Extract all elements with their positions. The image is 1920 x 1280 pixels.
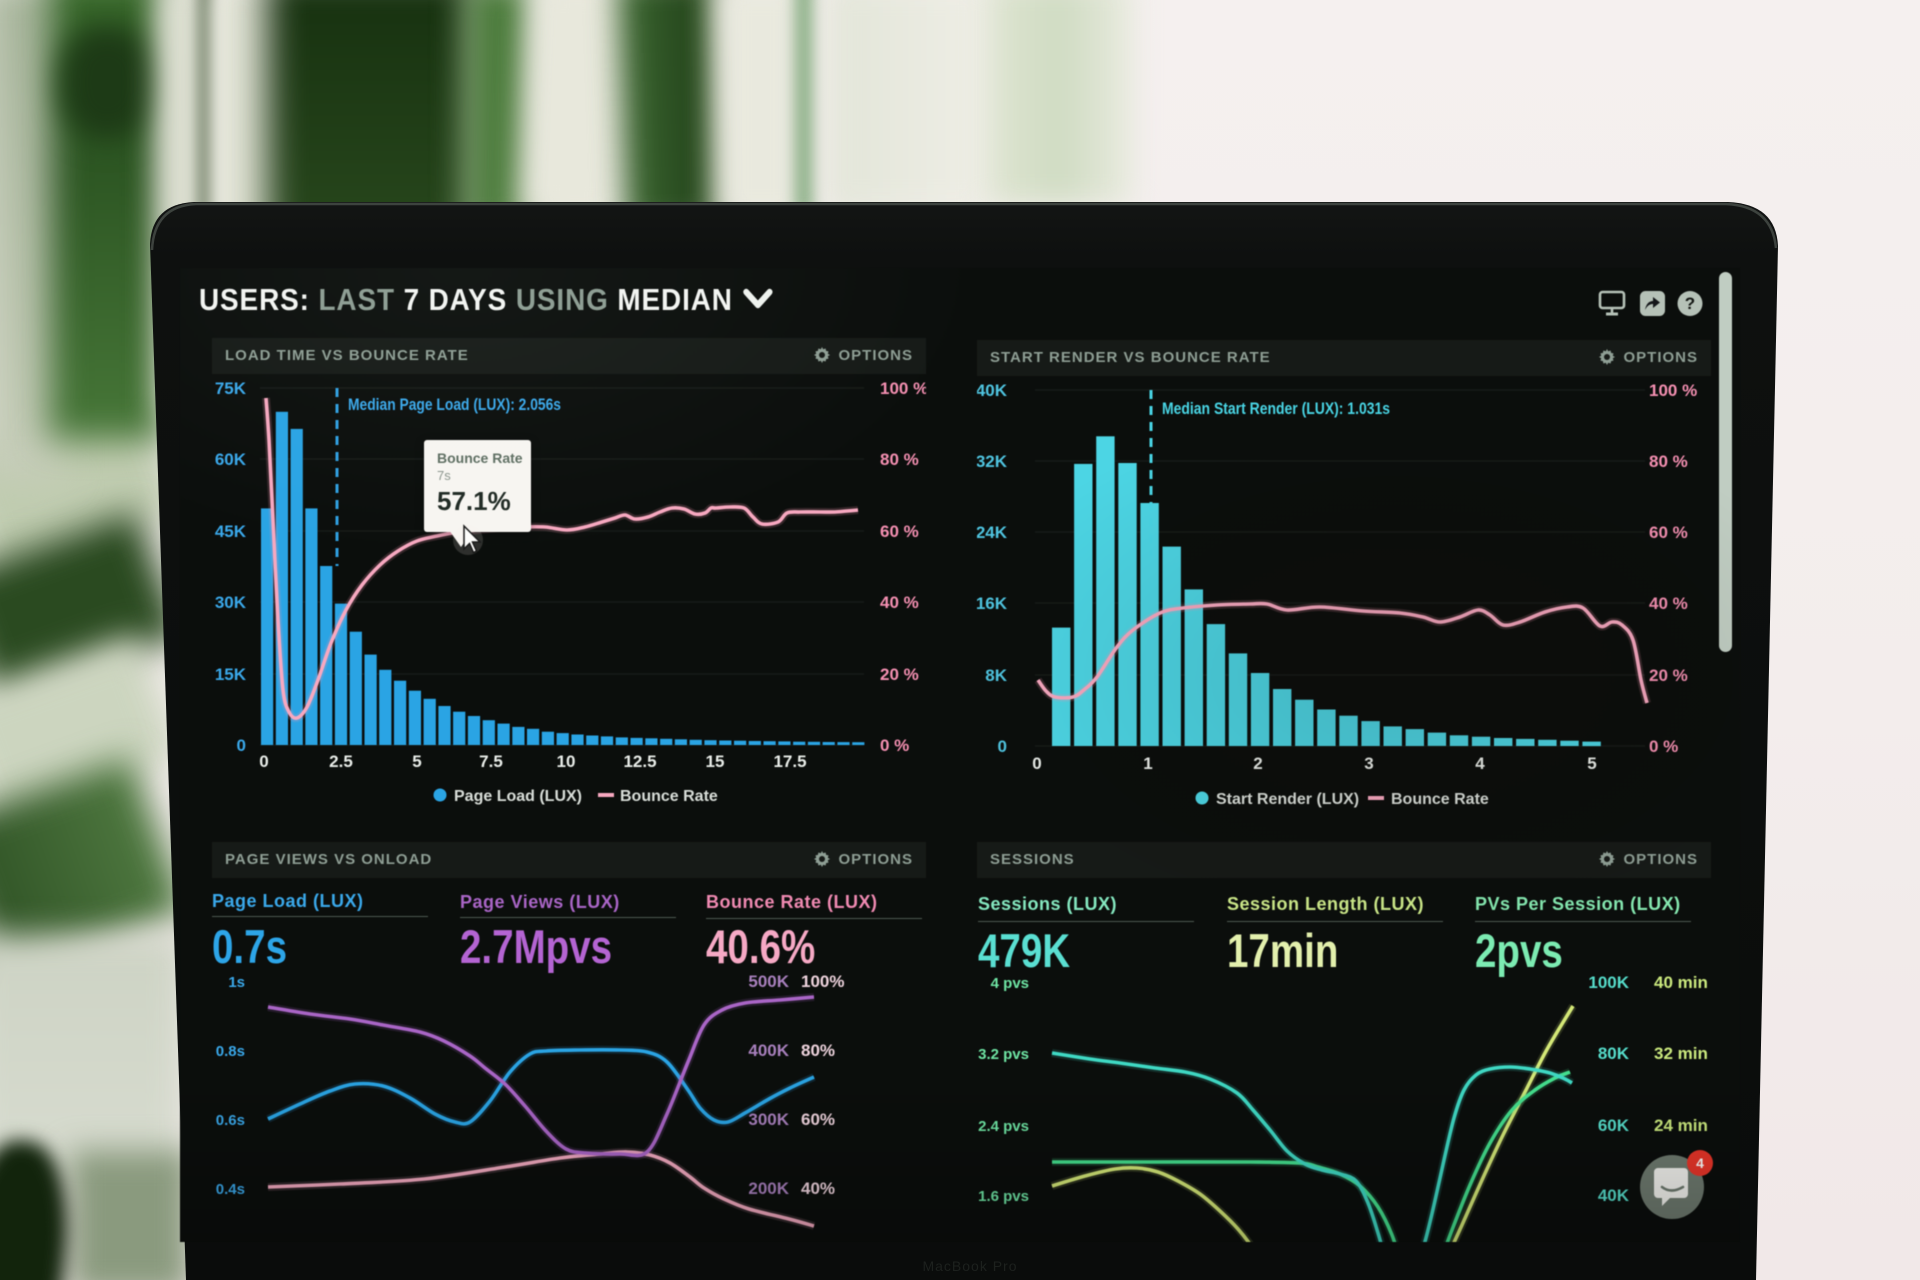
svg-text:30K: 30K	[215, 593, 247, 612]
svg-text:40 %: 40 %	[880, 593, 919, 612]
svg-text:0.4s: 0.4s	[216, 1181, 245, 1198]
svg-text:Bounce Rate: Bounce Rate	[1391, 791, 1489, 808]
svg-text:0 %: 0 %	[1649, 737, 1678, 756]
svg-text:0.6s: 0.6s	[216, 1112, 245, 1129]
svg-text:2: 2	[1253, 754, 1262, 773]
svg-text:40%: 40%	[801, 1179, 835, 1198]
svg-text:40K: 40K	[977, 381, 1008, 400]
svg-text:60%: 60%	[801, 1110, 835, 1129]
svg-text:100K: 100K	[1588, 973, 1629, 992]
svg-text:20 %: 20 %	[1649, 666, 1688, 685]
svg-text:3.2 pvs: 3.2 pvs	[978, 1046, 1029, 1063]
svg-text:15: 15	[706, 752, 725, 771]
svg-text:7.5: 7.5	[479, 752, 503, 771]
svg-text:1.6 pvs: 1.6 pvs	[978, 1188, 1029, 1205]
svg-text:1s: 1s	[228, 974, 245, 991]
svg-text:60K: 60K	[215, 450, 247, 469]
svg-text:80K: 80K	[1598, 1044, 1630, 1063]
svg-text:0: 0	[1032, 754, 1041, 773]
svg-text:2.5: 2.5	[329, 752, 353, 771]
svg-text:Bounce Rate: Bounce Rate	[620, 788, 718, 805]
svg-text:300K: 300K	[748, 1110, 789, 1129]
svg-text:Start Render (LUX): Start Render (LUX)	[1216, 791, 1359, 808]
svg-text:80%: 80%	[801, 1041, 835, 1060]
svg-text:40 %: 40 %	[1649, 594, 1688, 613]
svg-text:0.8s: 0.8s	[216, 1043, 245, 1060]
svg-text:40K: 40K	[1598, 1186, 1630, 1205]
svg-text:16K: 16K	[977, 594, 1008, 613]
svg-text:1: 1	[1143, 754, 1152, 773]
svg-text:32K: 32K	[977, 452, 1008, 471]
svg-text:100%: 100%	[801, 972, 844, 991]
svg-text:17.5: 17.5	[773, 752, 806, 771]
svg-text:2.4 pvs: 2.4 pvs	[978, 1118, 1029, 1135]
svg-text:400K: 400K	[748, 1041, 789, 1060]
svg-text:45K: 45K	[215, 522, 247, 541]
svg-text:8K: 8K	[985, 666, 1007, 685]
svg-text:80 %: 80 %	[880, 450, 919, 469]
svg-text:Page Load (LUX): Page Load (LUX)	[454, 788, 582, 805]
svg-text:100 %: 100 %	[1649, 381, 1697, 400]
svg-text:32 min: 32 min	[1654, 1044, 1708, 1063]
svg-text:10: 10	[557, 752, 576, 771]
svg-text:Median Page Load (LUX): 2.056s: Median Page Load (LUX): 2.056s	[348, 395, 561, 414]
svg-text:0 %: 0 %	[880, 736, 909, 755]
svg-text:5: 5	[412, 752, 421, 771]
svg-text:0: 0	[237, 736, 246, 755]
svg-text:200K: 200K	[748, 1179, 789, 1198]
svg-text:15K: 15K	[215, 665, 247, 684]
svg-text:0: 0	[998, 737, 1007, 756]
svg-text:24 min: 24 min	[1654, 1116, 1708, 1135]
svg-text:3: 3	[1364, 754, 1373, 773]
svg-text:80 %: 80 %	[1649, 452, 1688, 471]
svg-text:Median Start Render (LUX): 1.0: Median Start Render (LUX): 1.031s	[1162, 399, 1390, 418]
svg-text:60 %: 60 %	[1649, 523, 1688, 542]
svg-text:40 min: 40 min	[1654, 973, 1708, 992]
svg-text:20 %: 20 %	[880, 665, 919, 684]
svg-text:?: ?	[1685, 294, 1695, 313]
svg-text:100 %: 100 %	[880, 379, 926, 398]
svg-text:75K: 75K	[215, 379, 247, 398]
svg-text:60K: 60K	[1598, 1116, 1630, 1135]
svg-text:5: 5	[1587, 754, 1596, 773]
svg-text:4: 4	[1475, 754, 1485, 773]
svg-text:500K: 500K	[748, 972, 789, 991]
svg-text:12.5: 12.5	[623, 752, 656, 771]
svg-text:0: 0	[259, 752, 268, 771]
svg-text:4 pvs: 4 pvs	[991, 975, 1029, 992]
svg-text:24K: 24K	[977, 523, 1008, 542]
svg-text:60 %: 60 %	[880, 522, 919, 541]
